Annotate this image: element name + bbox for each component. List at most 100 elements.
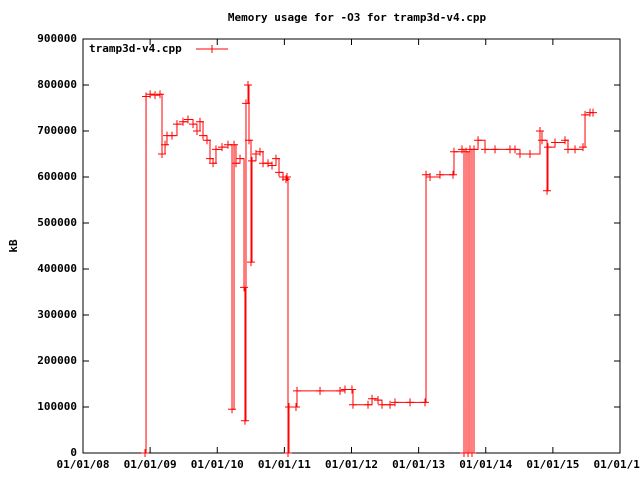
y-tick-label: 300000: [37, 308, 77, 321]
data-point: [474, 136, 483, 145]
data-point: [368, 394, 377, 403]
data-point: [206, 154, 215, 163]
y-tick-label: 0: [70, 446, 77, 459]
chart-title: Memory usage for -O3 for tramp3d-v4.cpp: [228, 11, 487, 24]
data-point: [406, 398, 415, 407]
data-point: [209, 159, 218, 168]
data-point: [211, 145, 220, 154]
data-point: [579, 143, 588, 152]
data-point: [291, 403, 300, 411]
data-point: [386, 400, 395, 409]
y-tick-label: 400000: [37, 262, 77, 275]
data-point: [511, 145, 520, 154]
data-point: [192, 127, 201, 135]
data-point: [551, 138, 560, 147]
data-point: [240, 283, 249, 292]
data-point: [435, 170, 444, 179]
data-point: [230, 140, 239, 149]
y-axis-label: kB: [7, 239, 20, 253]
data-point: [340, 385, 349, 394]
data-point: [336, 386, 345, 395]
data-point: [467, 449, 476, 457]
data-point: [236, 154, 245, 163]
data-point: [348, 400, 357, 409]
data-point: [179, 117, 188, 126]
data-point: [248, 156, 257, 165]
y-tick-label: 700000: [37, 124, 77, 137]
data-point: [426, 173, 435, 181]
data-point: [470, 145, 479, 154]
data-point: [172, 120, 181, 129]
data-point: [589, 108, 598, 117]
y-tick-label: 200000: [37, 354, 77, 367]
y-tick-label: 800000: [37, 78, 77, 91]
data-point: [228, 405, 237, 414]
data-point: [251, 150, 260, 158]
data-point: [218, 143, 227, 152]
legend-label: tramp3d-v4.cpp: [89, 42, 182, 55]
data-point: [268, 161, 277, 170]
data-point: [161, 140, 170, 149]
x-tick-label: 01/01/16: [594, 458, 640, 471]
data-point: [561, 136, 570, 145]
data-point: [151, 91, 160, 100]
x-tick-label: 01/01/15: [526, 458, 579, 471]
data-point: [168, 131, 177, 140]
x-tick-label: 01/01/10: [191, 458, 244, 471]
data-point: [543, 143, 552, 152]
y-tick-label: 900000: [37, 32, 77, 45]
data-point: [263, 159, 272, 168]
x-tick-label: 01/01/13: [392, 458, 445, 471]
data-point: [377, 400, 386, 409]
legend-marker: [208, 45, 216, 53]
data-point: [491, 145, 500, 154]
data-point: [243, 81, 252, 89]
data-point: [245, 136, 253, 145]
data-point: [390, 398, 399, 407]
data-point: [271, 154, 280, 163]
data-point: [141, 449, 150, 457]
y-tick-label: 100000: [37, 400, 77, 413]
data-point: [581, 110, 590, 119]
series-line: [145, 84, 594, 454]
data-point: [535, 127, 544, 135]
data-point: [422, 170, 431, 179]
y-tick-label: 500000: [37, 216, 77, 229]
data-point: [457, 145, 466, 154]
y-tick-label: 600000: [37, 170, 77, 183]
data-point: [450, 147, 458, 156]
data-point: [158, 150, 167, 158]
data-point: [199, 131, 208, 140]
data-point: [275, 168, 284, 177]
data-point: [146, 90, 155, 99]
data-point: [240, 416, 249, 425]
data-point: [563, 145, 572, 154]
data-point: [284, 449, 292, 457]
data-point: [515, 150, 524, 158]
data-point: [195, 117, 204, 126]
data-point: [183, 115, 192, 124]
data-point: [571, 145, 580, 154]
data-point: [448, 170, 457, 179]
x-tick-label: 01/01/14: [459, 458, 512, 471]
data-point: [231, 159, 240, 168]
data-point: [155, 90, 164, 99]
data-point: [292, 386, 301, 395]
data-point: [189, 120, 198, 129]
data-point: [364, 400, 373, 409]
data-point: [282, 173, 291, 181]
x-tick-label: 01/01/08: [57, 458, 110, 471]
x-tick-label: 01/01/12: [325, 458, 378, 471]
data-point: [285, 403, 294, 411]
x-tick-label: 01/01/09: [124, 458, 177, 471]
data-point: [142, 92, 151, 101]
x-tick-label: 01/01/11: [258, 458, 311, 471]
data-point: [525, 150, 534, 158]
data-point: [202, 136, 211, 145]
data-point: [481, 145, 490, 154]
data-point: [538, 136, 547, 145]
data-point: [316, 386, 325, 395]
data-point: [256, 147, 265, 156]
data-point: [247, 258, 256, 267]
